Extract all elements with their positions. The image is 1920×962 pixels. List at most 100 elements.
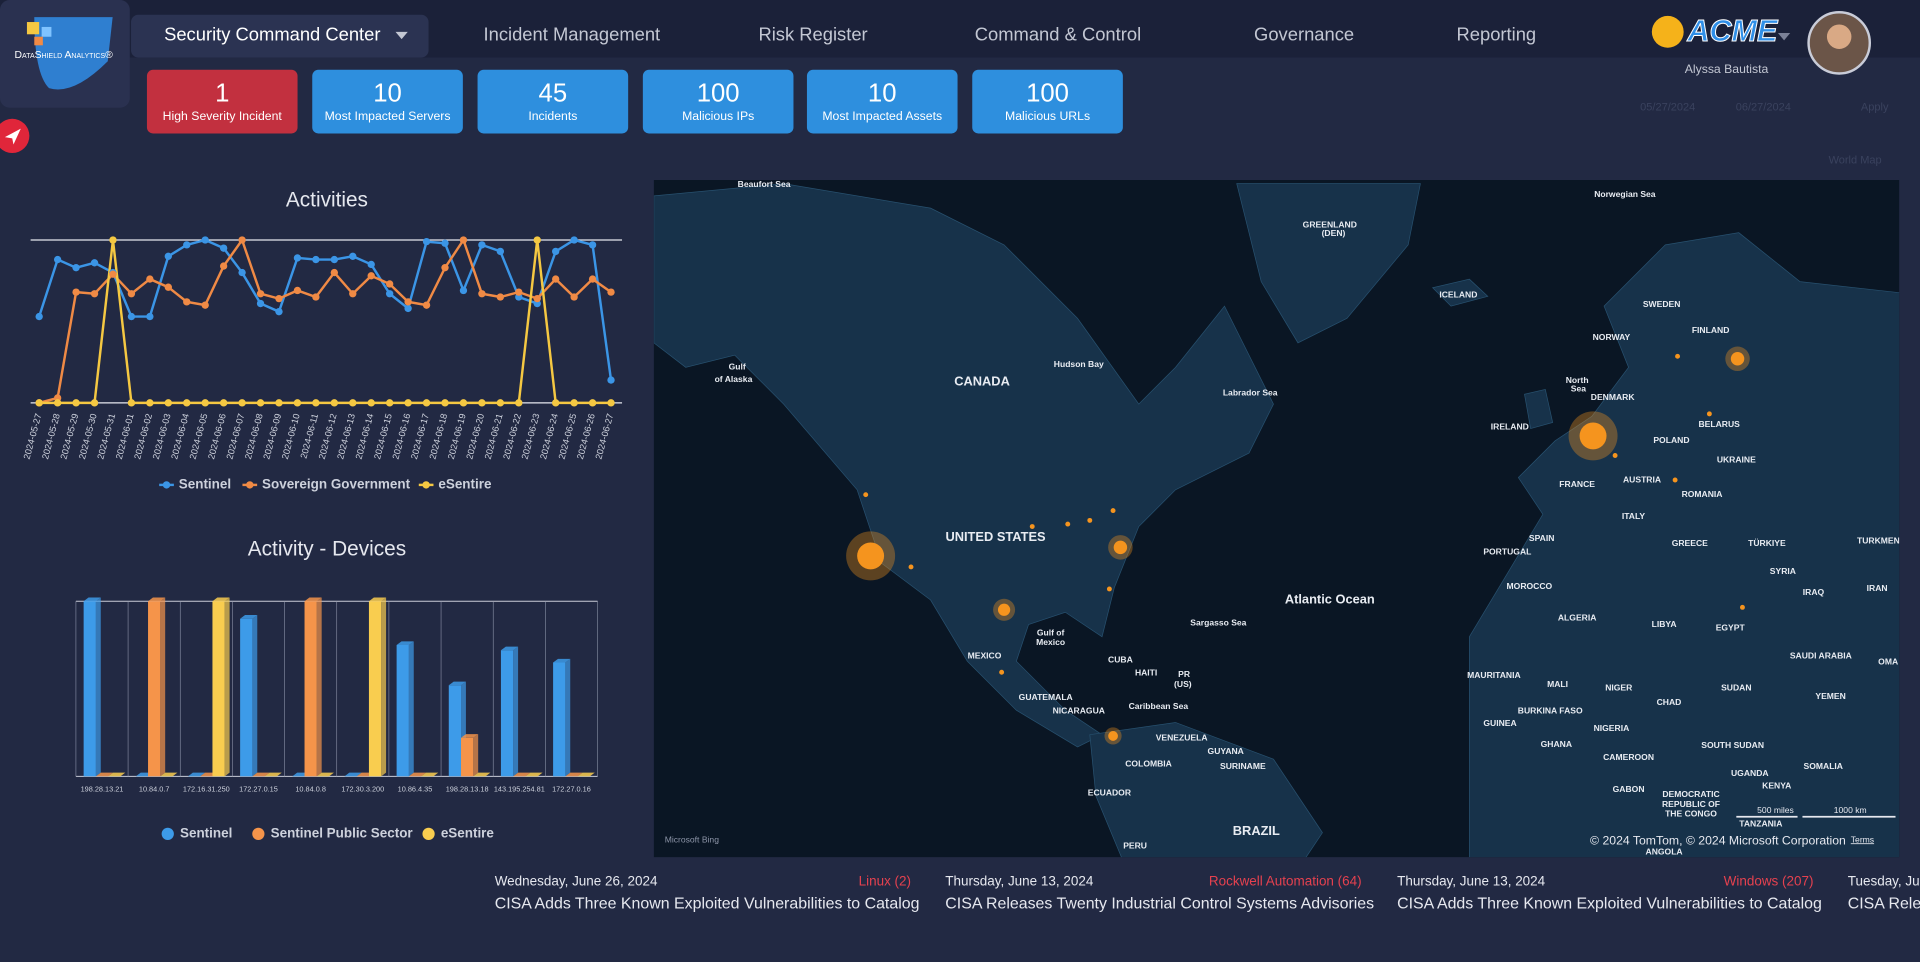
bubble[interactable] — [1579, 422, 1607, 450]
bubble[interactable] — [1113, 540, 1128, 555]
legend-marker — [252, 827, 265, 841]
kpi-value: 10 — [373, 79, 402, 108]
kpi-card[interactable]: 100 Malicious IPs — [642, 69, 794, 134]
news-source: Rockwell Automation (64) — [1208, 874, 1362, 889]
logo-square — [34, 36, 43, 46]
x-tick-label: 2024-06-27 — [593, 412, 615, 460]
data-point — [238, 268, 246, 277]
kpi-card[interactable]: 10 Most Impacted Servers — [312, 69, 463, 134]
bar-top — [513, 772, 531, 777]
dot[interactable] — [999, 669, 1005, 675]
nav-tab[interactable]: Risk Register — [758, 24, 868, 46]
dot[interactable] — [1706, 411, 1712, 417]
data-point — [312, 293, 320, 301]
map-label: SOUTH SUDAN — [1701, 740, 1764, 750]
dot[interactable] — [1065, 521, 1071, 527]
bubble[interactable] — [997, 603, 1011, 616]
dropdown-arrow[interactable] — [395, 31, 408, 40]
company-globe — [1651, 15, 1684, 48]
dot[interactable] — [1672, 477, 1678, 483]
nav-tab[interactable]: Security Command Center — [164, 24, 381, 46]
map-label: SYRIA — [1770, 566, 1796, 576]
map-label: Norwegian Sea — [1594, 189, 1656, 199]
map-label: AUSTRIA — [1623, 474, 1661, 484]
dot[interactable] — [1029, 524, 1035, 529]
end-date[interactable]: 06/27/2024 — [1736, 102, 1791, 114]
map-attribution: Microsoft Bing — [665, 834, 719, 844]
map-terms[interactable]: Terms — [1851, 834, 1874, 844]
apply-button[interactable]: Apply — [1861, 102, 1889, 114]
data-point — [238, 236, 246, 244]
kpi-value: 100 — [696, 79, 740, 108]
nav-tab[interactable]: Reporting — [1456, 24, 1537, 46]
map-view[interactable]: World Map — [1829, 154, 1882, 166]
kpi-label: Most Impacted Assets — [822, 110, 943, 124]
nav-tab[interactable]: Command & Control — [974, 24, 1142, 46]
news-item[interactable]: Thursday, June 13, 2024 Rockwell Automati… — [945, 874, 1374, 912]
dot[interactable] — [1110, 508, 1116, 514]
dot[interactable] — [1087, 517, 1093, 523]
data-point — [478, 399, 486, 407]
dot[interactable] — [1106, 586, 1112, 592]
kpi-card[interactable]: 100 Malicious URLs — [972, 69, 1123, 134]
map-label: UKRAINE — [1717, 455, 1756, 465]
map-label: Hudson Bay — [1054, 359, 1104, 369]
line-series — [39, 239, 612, 405]
news-source: Linux (2) — [858, 874, 912, 889]
data-point — [607, 288, 615, 296]
dot[interactable] — [863, 492, 869, 498]
dot[interactable] — [1612, 453, 1618, 458]
data-point — [90, 399, 99, 407]
bubble[interactable] — [1108, 731, 1118, 741]
news-title: CISA Relea — [1847, 893, 1920, 913]
kpi-card[interactable]: 45 Incidents — [477, 69, 629, 134]
news-item[interactable]: Wednesday, June 26, 2024 Linux (2) CISA Ad… — [495, 874, 920, 912]
map-label: GABON — [1613, 784, 1645, 794]
nav-tab[interactable]: Governance — [1254, 24, 1355, 46]
dot[interactable] — [908, 564, 914, 570]
start-date[interactable]: 05/27/2024 — [1640, 102, 1695, 114]
map-label: MAURITANIA — [1467, 670, 1521, 680]
bar-side — [160, 597, 166, 777]
dot[interactable] — [1675, 353, 1681, 359]
news-date: Thursday, June 13, 2024 — [945, 874, 1094, 889]
data-point — [385, 290, 394, 298]
data-point — [385, 399, 394, 407]
map-label: ROMANIA — [1682, 489, 1723, 499]
data-point — [256, 399, 265, 407]
data-point — [146, 275, 154, 283]
dot[interactable] — [1740, 604, 1745, 610]
company-dropdown[interactable] — [1777, 33, 1791, 41]
bar — [553, 662, 566, 777]
data-point — [478, 290, 486, 298]
map-label: DENMARK — [1591, 392, 1636, 402]
bubble[interactable] — [857, 542, 885, 570]
bar-side — [224, 597, 230, 777]
bar-side — [316, 597, 322, 777]
x-tick-label: 172.30.3.200 — [341, 785, 384, 794]
kpi-value: 100 — [1026, 79, 1069, 108]
news-item[interactable]: Tuesday, Jun CISA Relea — [1848, 874, 1920, 912]
data-point — [496, 293, 505, 301]
data-point — [164, 283, 172, 291]
data-point — [293, 286, 302, 295]
x-tick-label: 10.84.0.8 — [295, 785, 326, 794]
map-label: (DEN) — [1322, 228, 1346, 238]
brand: DataShield Analytics® — [15, 50, 114, 61]
kpi-card[interactable]: 10 Most Impacted Assets — [806, 69, 958, 134]
legend-marker — [422, 481, 430, 489]
data-point — [72, 264, 80, 272]
map-label: (US) — [1174, 679, 1192, 689]
bubble[interactable] — [1730, 352, 1745, 366]
alert-icon — [4, 128, 21, 145]
kpi-card[interactable]: 1 High Severity Incident — [146, 69, 298, 134]
map-label: ITALY — [1622, 511, 1646, 521]
map-label: NIGERIA — [1594, 723, 1630, 733]
x-tick-label: 10.84.0.7 — [139, 785, 170, 794]
news-item[interactable]: Thursday, June 13, 2024 Windows (207) CISA… — [1397, 874, 1822, 913]
news-title: CISA Adds Three Known Exploited Vulnerab… — [1397, 893, 1822, 913]
north-america — [653, 183, 1274, 748]
nav-tab[interactable]: Incident Management — [483, 24, 661, 46]
map-copyright: © 2024 TomTom, © 2024 Microsoft Corporat… — [1590, 833, 1846, 847]
bar — [304, 601, 317, 777]
